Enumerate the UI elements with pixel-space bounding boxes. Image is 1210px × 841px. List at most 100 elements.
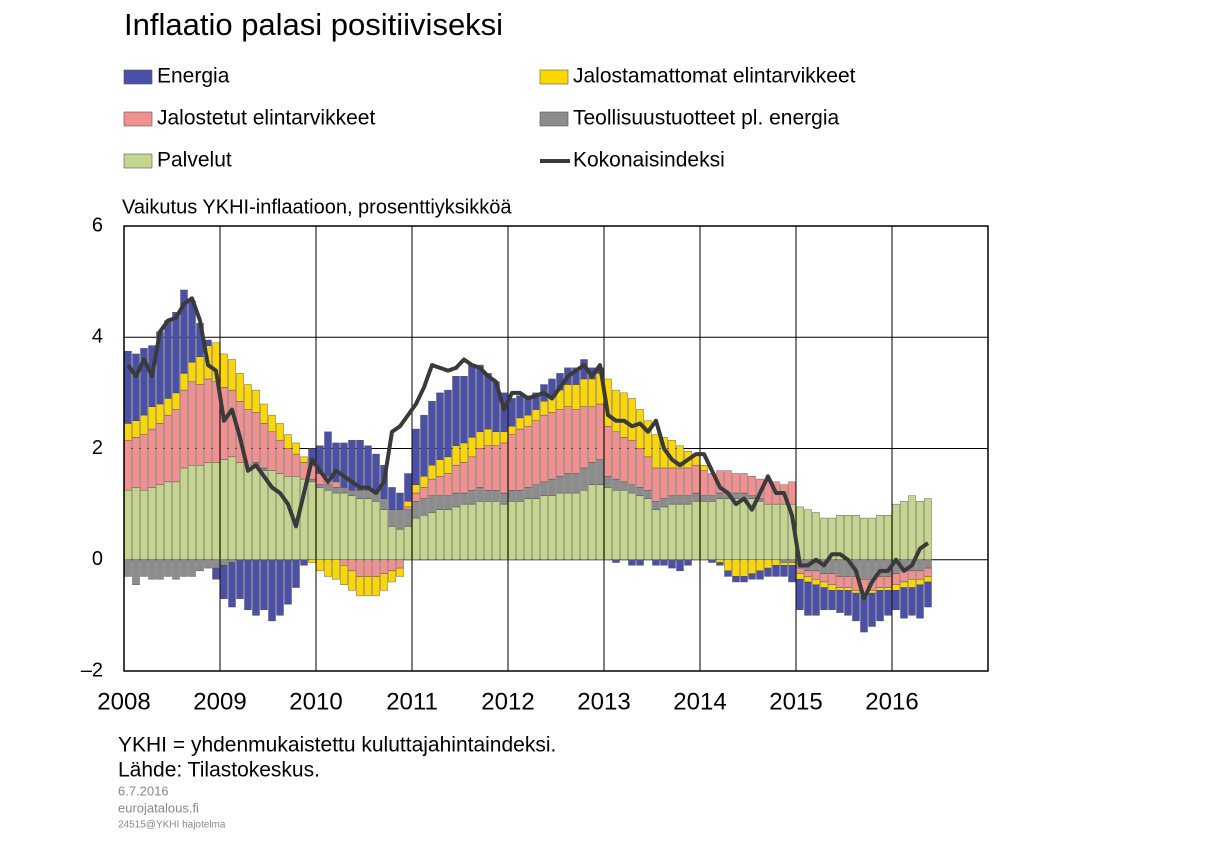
bar: [828, 559, 836, 574]
bar: [708, 559, 716, 563]
bar: [740, 498, 748, 560]
chart-title: Inflaatio palasi positiiviseksi: [124, 7, 503, 42]
x-tick-label: 2016: [865, 688, 918, 715]
bar: [508, 426, 516, 435]
bar: [428, 495, 436, 513]
bar: [428, 478, 436, 496]
bar: [820, 581, 828, 588]
bar: [852, 515, 860, 560]
bar: [524, 414, 532, 427]
bar: [420, 498, 428, 516]
bar: [476, 487, 484, 502]
bar: [404, 506, 412, 510]
bar: [420, 515, 428, 560]
bar: [452, 464, 460, 494]
bar: [460, 492, 468, 505]
bar: [716, 498, 724, 560]
bar: [780, 565, 788, 577]
bar: [156, 423, 164, 485]
bar: [516, 428, 524, 491]
bar: [292, 442, 300, 455]
bar: [420, 476, 428, 488]
bar: [388, 526, 396, 560]
bar: [700, 470, 708, 496]
bar: [604, 476, 612, 488]
bar: [412, 492, 420, 502]
plot-frame: [123, 225, 989, 672]
bar: [884, 576, 892, 588]
bar: [372, 501, 380, 560]
x-tick-label: 2013: [577, 688, 630, 715]
bar: [636, 559, 644, 566]
bar: [164, 481, 172, 560]
bar: [588, 378, 596, 407]
bar: [220, 565, 228, 599]
bar: [324, 490, 332, 560]
bar: [700, 495, 708, 502]
bar: [676, 503, 684, 560]
bar: [708, 495, 716, 502]
bar: [532, 392, 540, 410]
bar: [924, 567, 932, 577]
bar: [356, 559, 364, 577]
bar: [620, 490, 628, 560]
bar: [812, 512, 820, 560]
bar: [524, 395, 532, 416]
bar: [612, 478, 620, 491]
bar: [916, 559, 924, 572]
bar: [180, 373, 188, 391]
bar: [420, 487, 428, 499]
bar: [228, 359, 236, 391]
bar: [532, 409, 540, 421]
bar: [284, 448, 292, 477]
bar: [388, 487, 396, 510]
bar: [260, 423, 268, 469]
bar: [356, 576, 364, 597]
bar: [516, 490, 524, 502]
bar: [148, 559, 156, 580]
bar: [540, 495, 548, 560]
bar: [540, 401, 548, 416]
bar: [196, 384, 204, 466]
bar: [276, 439, 284, 474]
bar: [628, 398, 636, 441]
bar: [716, 559, 724, 563]
bar: [588, 484, 596, 560]
bar: [524, 498, 532, 560]
bar: [620, 392, 628, 438]
bar: [412, 501, 420, 519]
bar: [892, 584, 900, 591]
bar: [164, 414, 172, 483]
bar: [348, 570, 356, 591]
bar: [876, 576, 884, 588]
bar: [588, 406, 596, 463]
bar: [444, 456, 452, 474]
x-tick-label: 2012: [481, 688, 534, 715]
x-tick-label: 2009: [193, 688, 246, 715]
bar: [180, 289, 188, 374]
bar: [132, 353, 140, 421]
bar: [220, 459, 228, 560]
bar: [844, 587, 852, 591]
bar: [340, 492, 348, 560]
bar: [580, 490, 588, 560]
bar: [148, 406, 156, 430]
bar: [388, 559, 396, 572]
bar: [420, 414, 428, 477]
bar: [516, 417, 524, 430]
bar: [140, 434, 148, 491]
note: Lähde: Tilastokeskus.: [118, 759, 320, 782]
bar: [156, 559, 164, 580]
bar: [924, 576, 932, 583]
bar: [668, 559, 676, 569]
bar: [444, 389, 452, 458]
bar: [820, 517, 828, 560]
bar: [348, 559, 356, 572]
bar: [364, 576, 372, 597]
bar: [564, 406, 572, 474]
bar: [740, 576, 748, 583]
bar: [836, 587, 844, 591]
footer: 6.7.2016: [118, 783, 169, 798]
bar: [356, 498, 364, 560]
bar: [284, 559, 292, 605]
